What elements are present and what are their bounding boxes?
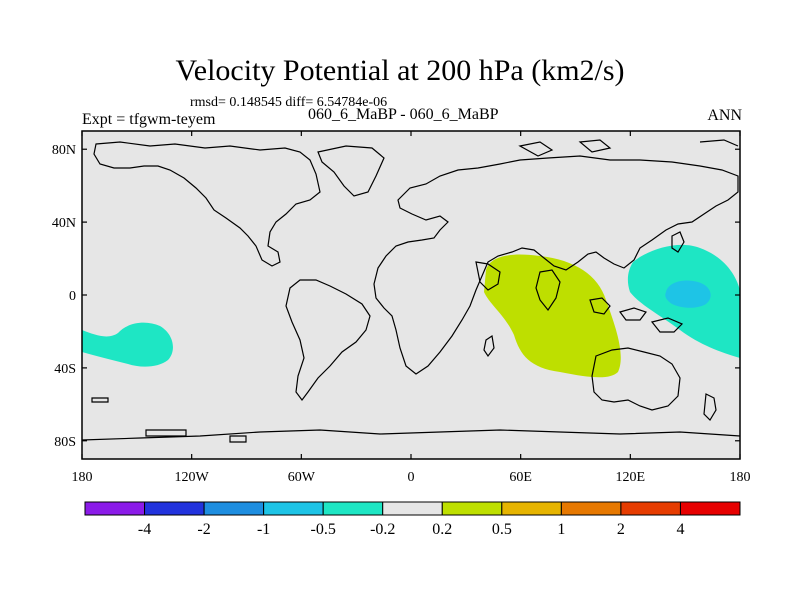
lon-tick-label: 60E bbox=[509, 470, 532, 485]
japan-outline bbox=[671, 231, 685, 253]
latitude-axis: 80N 40N 0 40S 80S bbox=[52, 143, 740, 450]
lon-tick-label: 60W bbox=[288, 470, 316, 485]
maritime-continent-outline bbox=[589, 297, 684, 333]
lat-tick-label: 40S bbox=[54, 362, 76, 377]
antarctica-outline bbox=[81, 429, 741, 441]
negative-anomaly-south-pacific bbox=[82, 322, 173, 367]
new-zealand-outline bbox=[703, 393, 717, 421]
australia-outline bbox=[591, 347, 681, 411]
colorbar-swatch bbox=[679, 501, 741, 516]
colorbar-label: -4 bbox=[138, 521, 151, 538]
negative-anomaly-west-pacific-core bbox=[665, 280, 711, 308]
southern-islands-outline bbox=[91, 397, 247, 443]
map-background bbox=[82, 131, 740, 459]
arctic-islands-outline bbox=[518, 139, 739, 157]
lon-tick-label: 120E bbox=[616, 470, 646, 485]
lat-tick-label: 40N bbox=[52, 216, 76, 231]
lat-tick-label: 0 bbox=[69, 289, 76, 304]
greenland-outline bbox=[317, 145, 385, 197]
season-label: ANN bbox=[707, 107, 742, 124]
colorbar-label: -0.2 bbox=[370, 521, 395, 538]
lat-tick-label: 80S bbox=[54, 435, 76, 450]
anomaly-shading bbox=[82, 244, 740, 378]
colorbar-swatch bbox=[84, 501, 146, 516]
colorbar-label: 1 bbox=[557, 521, 565, 538]
lon-tick-label: 180 bbox=[72, 470, 93, 485]
colorbar-swatch bbox=[263, 501, 324, 516]
plot-title: Velocity Potential at 200 hPa (km2/s) bbox=[175, 54, 625, 87]
eurasia-africa-outline bbox=[373, 155, 739, 375]
lon-tick-label: 180 bbox=[730, 470, 751, 485]
colorbar-label: 0.2 bbox=[432, 521, 452, 538]
colorbar-swatch bbox=[382, 501, 443, 516]
longitude-axis: 180 120W 60W 0 60E 120E 180 bbox=[72, 131, 751, 485]
colorbar-swatch bbox=[441, 501, 503, 516]
madagascar-outline bbox=[483, 334, 495, 358]
colorbar-swatch bbox=[144, 501, 205, 516]
colorbar-label: -2 bbox=[197, 521, 210, 538]
experiment-label: Expt = tfgwm-teyem bbox=[82, 111, 216, 128]
colorbar: -4 -2 -1 -0.5 -0.2 0.2 0.5 1 2 4 bbox=[84, 501, 741, 538]
north-america-outline bbox=[93, 141, 321, 267]
colorbar-swatch bbox=[322, 501, 384, 516]
positive-anomaly-indian-ocean bbox=[484, 254, 621, 378]
colorbar-swatch bbox=[501, 501, 562, 516]
colorbar-label: -0.5 bbox=[311, 521, 336, 538]
colorbar-label: 4 bbox=[676, 521, 684, 538]
india-outline bbox=[535, 269, 561, 312]
case-label: 060_6_MaBP - 060_6_MaBP bbox=[308, 106, 499, 123]
south-america-outline bbox=[285, 279, 371, 401]
arabia-outline bbox=[475, 261, 501, 291]
colorbar-swatch bbox=[203, 501, 265, 516]
lon-tick-label: 120W bbox=[175, 470, 210, 485]
continent-outlines bbox=[81, 139, 741, 443]
colorbar-label: -1 bbox=[257, 521, 270, 538]
colorbar-swatch bbox=[620, 501, 681, 516]
lat-tick-label: 80N bbox=[52, 143, 76, 158]
colorbar-swatch bbox=[560, 501, 622, 516]
colorbar-label: 0.5 bbox=[492, 521, 512, 538]
colorbar-label: 2 bbox=[617, 521, 625, 538]
rmsd-diff-stats: rmsd= 0.148545 diff= 6.54784e-06 bbox=[190, 95, 388, 110]
lon-tick-label: 0 bbox=[408, 470, 415, 485]
